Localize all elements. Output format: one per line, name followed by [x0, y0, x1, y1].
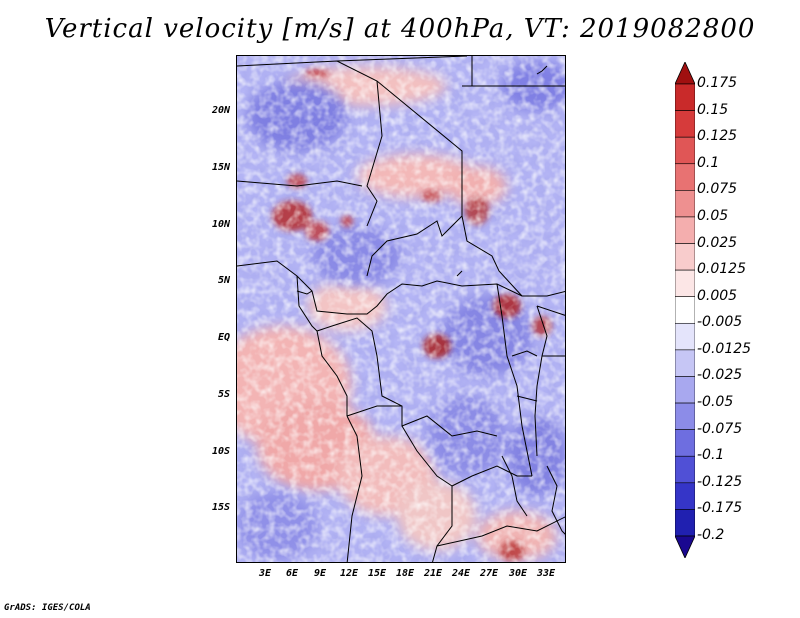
colorbar-bottom-arrow	[675, 535, 695, 558]
border-line	[237, 260, 565, 315]
colorbar-swatch	[675, 243, 695, 271]
colorbar-label: 0.05	[697, 207, 729, 224]
colorbar-label: 0.005	[697, 287, 738, 304]
border-line	[316, 317, 498, 437]
colorbar-swatch	[675, 216, 695, 244]
colorbar-label: -0.075	[697, 420, 743, 437]
border-line	[456, 270, 463, 277]
footer-credit: GrADS: IGES/COLA	[4, 603, 91, 613]
border-line	[346, 405, 402, 417]
colorbar-swatch	[675, 163, 695, 191]
colorbar-swatch	[675, 376, 695, 404]
lon-label: 30E	[508, 568, 528, 579]
colorbar-label: -0.1	[697, 447, 725, 464]
lon-label: 9E	[313, 568, 327, 579]
border-line	[366, 80, 383, 227]
border-line	[536, 305, 565, 316]
lon-label: 24E	[451, 568, 471, 579]
lon-label: 3E	[258, 568, 272, 579]
lon-label: 33E	[536, 568, 556, 579]
border-line	[534, 305, 548, 457]
colorbar-label: 0.1	[697, 154, 720, 171]
colorbar-swatch	[675, 136, 695, 165]
colorbar-swatch	[675, 110, 695, 138]
colorbar-label: -0.0125	[697, 340, 752, 357]
colorbar-label: -0.025	[697, 367, 743, 384]
country-borders	[237, 56, 565, 562]
border-line	[511, 350, 538, 357]
colorbar-swatch	[675, 349, 695, 377]
colorbar-swatch	[675, 429, 695, 457]
lat-label: 20N	[211, 105, 230, 116]
lon-label: 27E	[479, 568, 499, 579]
border-line	[461, 215, 523, 297]
border-line	[546, 465, 565, 535]
border-line	[237, 180, 363, 187]
colorbar-label: 0.175	[697, 75, 738, 91]
lat-label: 10N	[211, 219, 230, 230]
lon-label: 15E	[367, 568, 387, 579]
border-line	[451, 465, 532, 487]
colorbar-swatch	[675, 455, 695, 484]
colorbar-label: 0.125	[697, 128, 738, 145]
colorbar-swatch	[675, 83, 695, 111]
colorbar-swatch	[675, 402, 695, 430]
colorbar-label: 0.0125	[697, 261, 746, 278]
lon-label: 6E	[285, 568, 299, 579]
lat-label: 5N	[217, 275, 230, 286]
coastline	[536, 65, 548, 75]
border-line	[336, 56, 468, 62]
colorbar-top-arrow	[675, 62, 695, 85]
lat-label: 15S	[211, 502, 230, 513]
border-line	[436, 516, 565, 547]
colorbar-swatch	[675, 322, 695, 351]
border-line	[501, 455, 528, 517]
border-line	[516, 395, 538, 402]
colorbar-swatch	[675, 296, 695, 324]
colorbar-swatch	[675, 190, 695, 218]
lat-label: 10S	[211, 446, 230, 457]
border-line	[366, 215, 463, 277]
colorbar-swatch	[675, 269, 695, 298]
lat-label: 15N	[211, 162, 230, 173]
colorbar-label: -0.125	[697, 473, 743, 490]
lon-label: 18E	[395, 568, 415, 579]
colorbar-swatch	[675, 509, 695, 537]
field-speckle	[237, 56, 565, 562]
border-line	[496, 283, 533, 477]
border-line	[346, 415, 363, 562]
colorbar-label: -0.05	[697, 394, 734, 411]
colorbar-label: -0.2	[697, 527, 725, 543]
map-panel	[236, 55, 566, 563]
border-line	[316, 330, 348, 416]
lat-label: 5S	[217, 389, 230, 400]
colorbar-label: 0.025	[697, 234, 738, 251]
colorbar-label: 0.075	[697, 181, 738, 198]
coastline	[296, 290, 313, 295]
colorbar-swatch	[675, 482, 695, 510]
lat-label: EQ	[217, 332, 230, 343]
colorbar-label: 0.15	[697, 101, 729, 118]
chart-title: Vertical velocity [m/s] at 400hPa, VT: 2…	[44, 14, 756, 44]
lon-label: 12E	[339, 568, 359, 579]
colorbar-label: -0.175	[697, 500, 743, 517]
velocity-field-map	[237, 56, 565, 562]
colorbar	[675, 62, 695, 558]
lon-label: 21E	[423, 568, 443, 579]
colorbar-label: -0.005	[697, 314, 743, 331]
